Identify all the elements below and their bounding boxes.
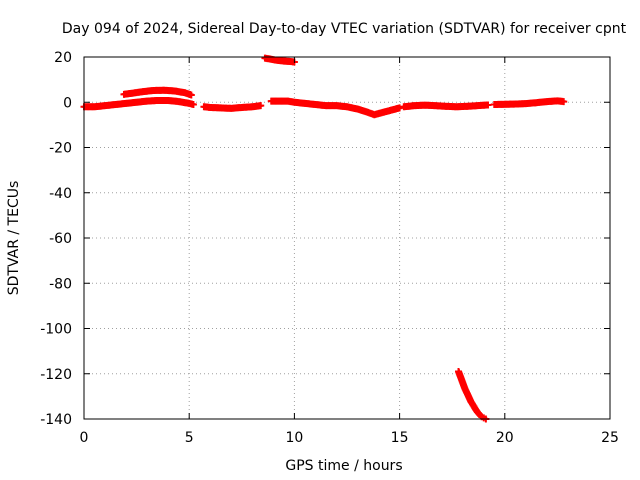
x-tick-label: 20 xyxy=(496,430,514,446)
series-seg-2 xyxy=(200,102,265,112)
y-tick-label: -20 xyxy=(49,141,72,157)
y-tick-label: -120 xyxy=(40,367,72,383)
plot-frame xyxy=(83,56,611,420)
series-top-segment xyxy=(261,54,298,66)
series-seg-3 xyxy=(267,97,404,119)
data-point xyxy=(484,101,492,109)
series-upper-arc xyxy=(120,86,195,99)
x-tick-label: 25 xyxy=(601,430,619,446)
y-tick-label: -80 xyxy=(49,276,72,292)
data-point xyxy=(189,101,197,109)
x-tick-label: 10 xyxy=(285,430,303,446)
y-tick-label: -100 xyxy=(40,322,72,338)
y-tick-label: 20 xyxy=(54,50,72,66)
series-bottom-plunge xyxy=(455,367,490,423)
y-axis-label: SDTVAR / TECUs xyxy=(6,181,22,296)
series-main xyxy=(80,96,197,111)
x-tick-label: 5 xyxy=(185,430,194,446)
chart-title: Day 094 of 2024, Sidereal Day-to-day VTE… xyxy=(62,21,627,37)
data-point xyxy=(396,104,404,112)
series-seg-5 xyxy=(490,97,568,109)
tick-layer: 0 5 10 15 20 25 20 0 -20 -40 -60 -80 -100 -120 -140 xyxy=(40,50,619,446)
series-seg-4 xyxy=(400,101,492,111)
y-tick-label: -60 xyxy=(49,231,72,247)
data-point xyxy=(257,102,265,110)
data-point xyxy=(560,98,568,106)
data-point xyxy=(187,91,195,99)
y-tick-label: -140 xyxy=(40,412,72,428)
y-tick-label: 0 xyxy=(63,95,72,111)
x-tick-label: 15 xyxy=(391,430,409,446)
y-tick-label: -40 xyxy=(49,186,72,202)
grid-layer xyxy=(84,57,610,419)
x-axis-label: GPS time / hours xyxy=(285,458,402,474)
x-tick-label: 0 xyxy=(80,430,89,446)
data-layer xyxy=(80,54,568,423)
